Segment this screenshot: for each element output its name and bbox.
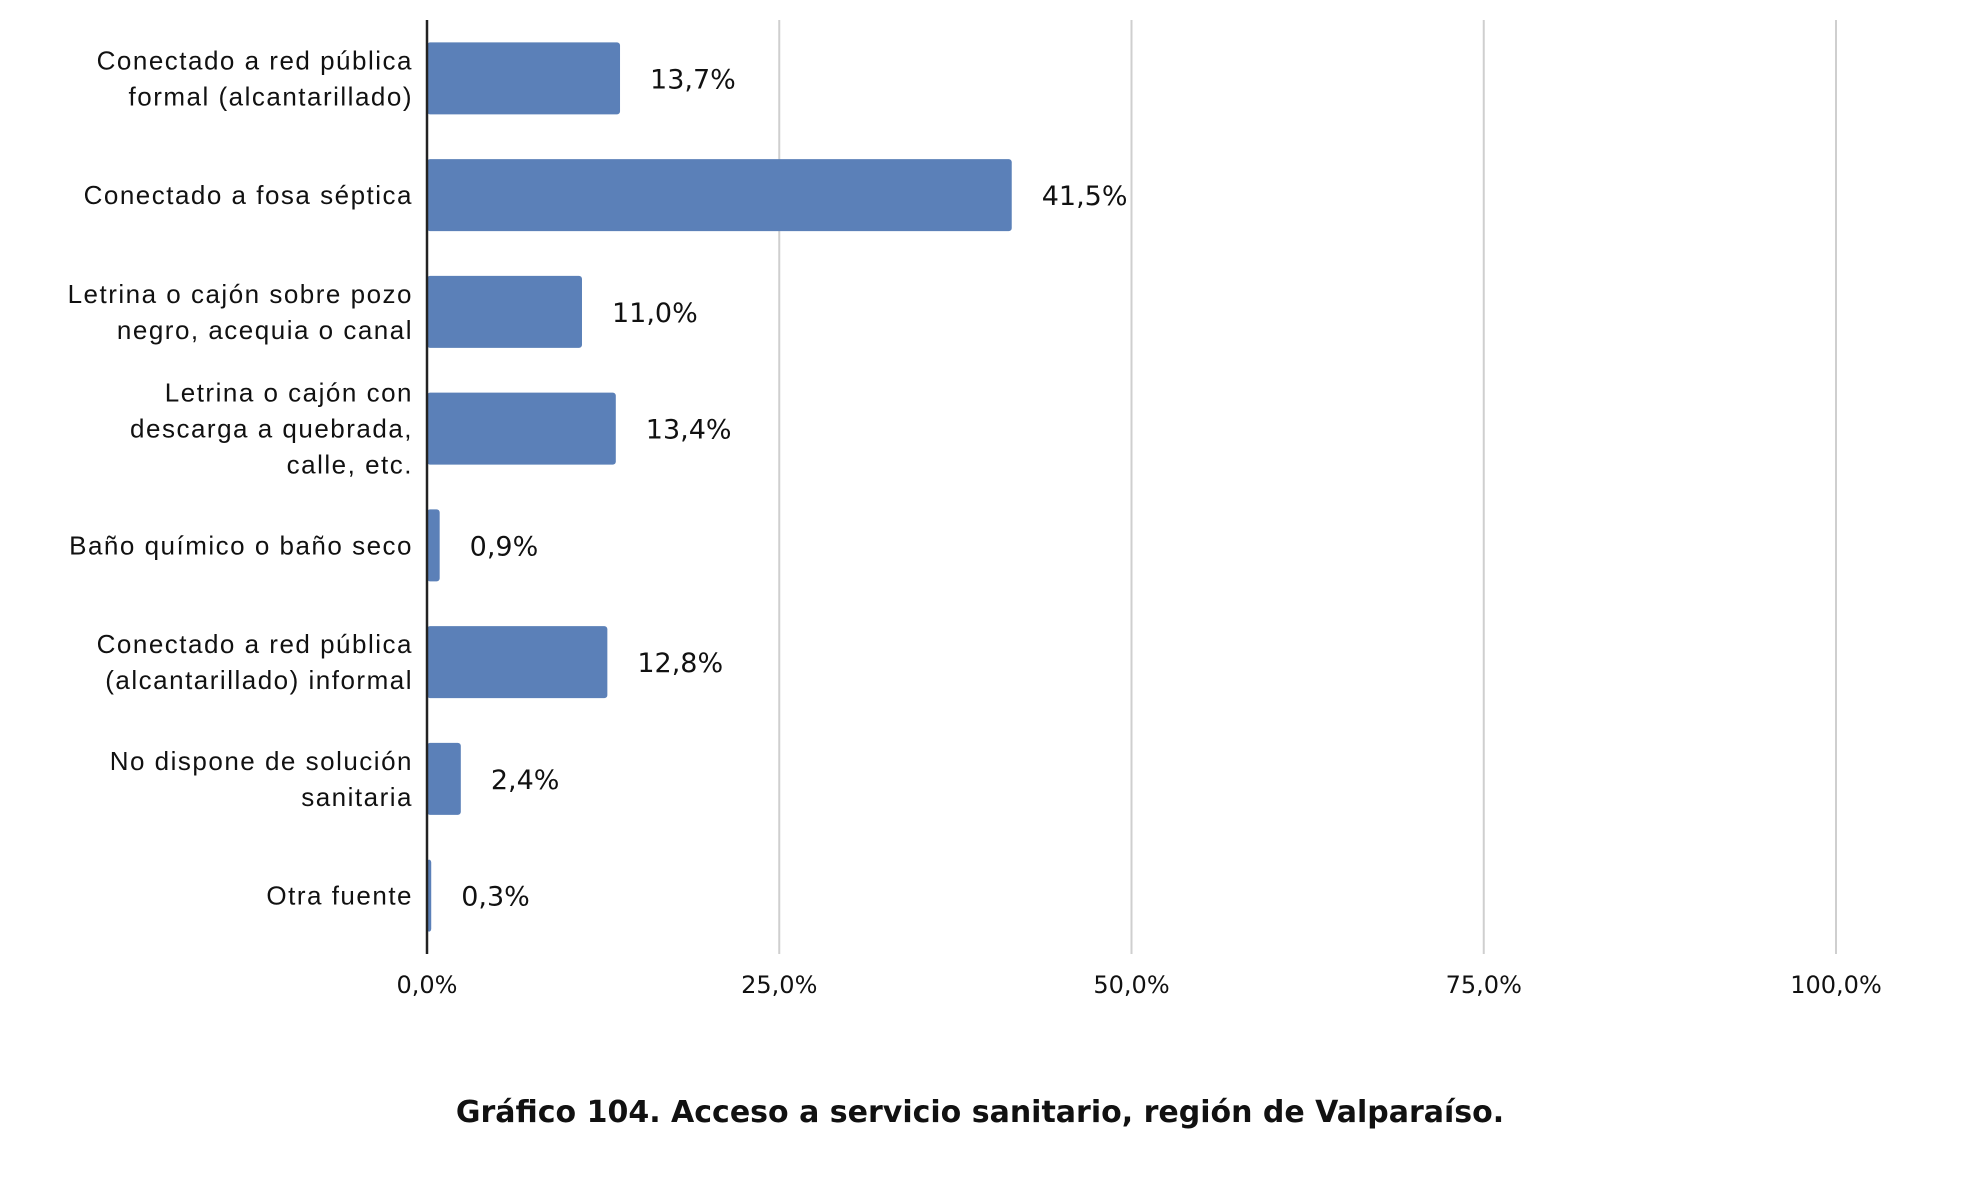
category-label: Conectado a fosa séptica: [84, 180, 413, 210]
category-label: Otra fuente: [266, 881, 413, 911]
bar: [427, 275, 582, 348]
chart-caption: Gráfico 104. Acceso a servicio sanitario…: [455, 1095, 1505, 1130]
category-label: Letrina o cajón con descarga a quebrada, c…: [130, 378, 413, 480]
bar: [427, 509, 440, 582]
bar: [427, 42, 621, 115]
data-label: 13,7%: [650, 64, 736, 95]
category-label: No dispone de solución sanitaria: [110, 746, 413, 812]
data-label: 12,8%: [637, 648, 723, 679]
category-label: Conectado a red pública formal (alcantari…: [97, 45, 413, 111]
bar-chart: 13,7% Conectado a red pública formal (alca…: [68, 20, 1882, 999]
bar: [427, 392, 616, 465]
category-label: Baño químico o baño seco: [69, 530, 413, 560]
data-label: 11,0%: [612, 298, 698, 329]
data-label: 0,3%: [461, 882, 530, 913]
data-label: 0,9%: [470, 531, 539, 562]
category-label: Letrina o cajón sobre pozo negro, acequia…: [68, 279, 413, 345]
x-tick-label: 25,0%: [741, 971, 817, 999]
data-label: 13,4%: [646, 415, 732, 446]
data-label: 41,5%: [1042, 181, 1128, 212]
x-tick-label: 50,0%: [1093, 971, 1169, 999]
category-label: Conectado a red pública (alcantarillado) …: [97, 629, 413, 695]
bar: [427, 159, 1012, 232]
bar: [427, 626, 608, 699]
data-label: 2,4%: [491, 765, 560, 796]
x-tick-label: 75,0%: [1446, 971, 1522, 999]
x-tick-label: 0,0%: [397, 971, 458, 999]
x-tick-label: 100,0%: [1790, 971, 1882, 999]
bar: [427, 742, 461, 815]
